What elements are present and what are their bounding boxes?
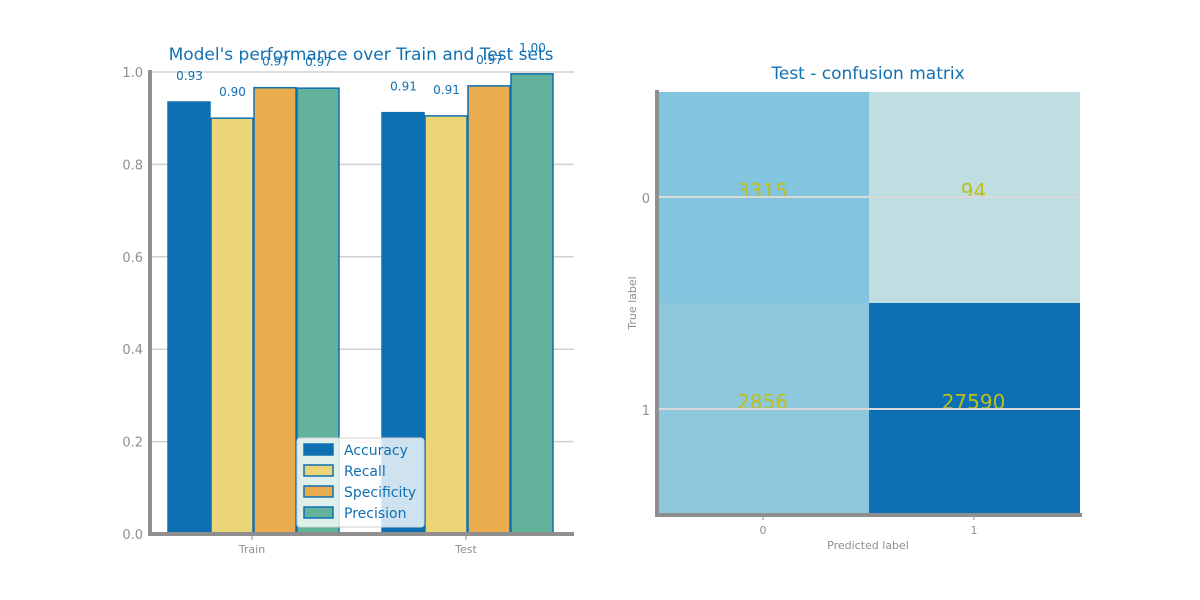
bar-x-ticks: Train Test (238, 534, 478, 556)
bar-recall-train (210, 117, 254, 535)
bar-value-label: 1.00 (519, 41, 546, 55)
cm-y-tick-label: 0 (642, 192, 650, 207)
cm-value-0-1: 94 (961, 179, 986, 203)
bar-y-tick-label: 0.6 (122, 251, 143, 266)
bar-y-tick-label: 0.4 (122, 343, 143, 358)
bars (167, 73, 554, 535)
legend-label-precision: Precision (344, 506, 406, 522)
bar-chart: Model's performance over Train and Test … (122, 41, 574, 556)
bar-specificity-train (253, 86, 297, 535)
cm-y-tick-label: 1 (642, 404, 650, 419)
bar-y-tick-label: 0.0 (122, 528, 143, 543)
legend-swatch-specificity (303, 485, 334, 498)
bar-y-tick-label: 1.0 (122, 66, 143, 81)
cm-value-1-1: 27590 (942, 390, 1006, 414)
bar-value-label: 0.91 (390, 80, 417, 94)
cm-x-label: Predicted label (827, 539, 909, 552)
bar-accuracy-train (167, 101, 211, 535)
legend-swatch-recall (303, 464, 334, 477)
cm-x-tick-label: 1 (971, 524, 978, 537)
bar-y-tick-label: 0.8 (122, 158, 143, 173)
legend-label-specificity: Specificity (344, 485, 416, 501)
bar-y-ticks: 0.0 0.2 0.4 0.6 0.8 1.0 (122, 66, 143, 543)
bar-recall-test (424, 115, 468, 535)
legend-box (296, 437, 425, 528)
legend-label-recall: Recall (344, 464, 386, 480)
confusion-matrix-cells (658, 92, 1080, 514)
bar-value-label: 0.97 (476, 53, 503, 67)
cm-x-tick-label: 0 (760, 524, 767, 537)
bar-precision-test (510, 73, 554, 535)
confusion-matrix-ticks: 0 1 0 1 (642, 192, 978, 537)
cm-value-1-0: 2856 (737, 390, 788, 414)
bar-value-label: 0.97 (262, 55, 289, 69)
bar-chart-title: Model's performance over Train and Test … (169, 45, 554, 65)
bar-y-tick-label: 0.2 (122, 436, 143, 451)
bar-value-label: 0.97 (305, 55, 332, 69)
confusion-matrix-title: Test - confusion matrix (770, 64, 964, 84)
bar-specificity-test (467, 85, 511, 535)
bar-x-tick-label: Test (454, 543, 477, 556)
bar-value-labels: 0.93 0.90 0.97 0.97 0.91 0.91 0.97 1.00 (176, 41, 546, 99)
bar-x-tick-label: Train (238, 543, 265, 556)
bar-value-label: 0.91 (433, 83, 460, 97)
bar-value-label: 0.90 (219, 85, 246, 99)
legend-swatch-precision (303, 506, 334, 519)
legend-label-accuracy: Accuracy (344, 443, 408, 459)
bar-value-label: 0.93 (176, 69, 203, 83)
legend: Accuracy Recall Specificity Precision (296, 437, 425, 528)
cm-value-0-0: 3315 (737, 179, 788, 203)
legend-swatch-accuracy (303, 443, 334, 456)
cm-y-label: True label (626, 276, 639, 330)
